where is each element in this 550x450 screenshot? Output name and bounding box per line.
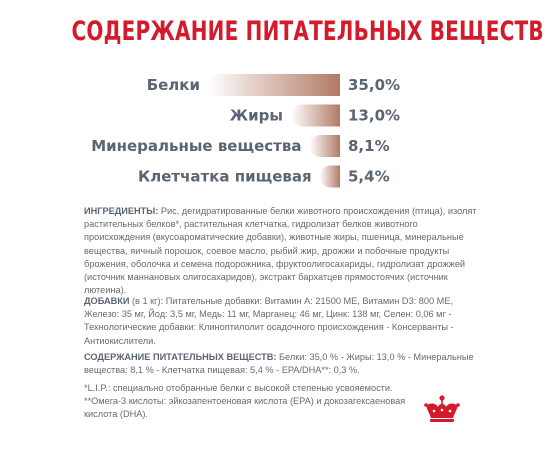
ingredients-text: Рис, дегидратированные белки животного п… bbox=[84, 206, 477, 296]
category-label-1: Жиры bbox=[230, 107, 283, 125]
additives-section: ДОБАВКИ (в 1 кг): Питательные добавки: В… bbox=[84, 295, 484, 348]
category-label-3: Клетчатка пищевая bbox=[138, 168, 312, 186]
bar-0 bbox=[208, 74, 340, 96]
additives-unit: (в 1 кг): bbox=[132, 296, 164, 306]
ingredients-section: ИНГРЕДИЕНТЫ: Рис, дегидратированные белк… bbox=[84, 205, 484, 297]
nutrient-bar-chart: Белки 35,0% Жиры 13,0% Минеральные вещества 8… bbox=[91, 74, 400, 188]
category-label-0: Белки bbox=[147, 76, 200, 94]
additives-text: Питательные добавки: Витамин A: 21500 МЕ… bbox=[84, 296, 454, 346]
value-label-0: 35,0% bbox=[348, 76, 400, 94]
royal-crown-icon bbox=[424, 395, 460, 422]
value-label-2: 8,1% bbox=[348, 137, 390, 155]
nutrients-section: СОДЕРЖАНИЕ ПИТАТЕЛЬНЫХ ВЕЩЕСТВ: Белки: 3… bbox=[84, 351, 484, 377]
value-label-1: 13,0% bbox=[348, 107, 400, 125]
bar-3 bbox=[319, 165, 340, 188]
nutrients-heading: СОДЕРЖАНИЕ ПИТАТЕЛЬНЫХ ВЕЩЕСТВ: bbox=[84, 352, 277, 362]
value-label-3: 5,4% bbox=[348, 168, 390, 186]
bar-1 bbox=[290, 104, 340, 127]
ingredients-heading: ИНГРЕДИЕНТЫ: bbox=[84, 206, 159, 216]
footnotes-section: *L.I.P.: специально отобранные белки с в… bbox=[84, 382, 424, 422]
nutrients-text: Белки: 35,0 % - Жиры: 13,0 % - Минеральн… bbox=[84, 352, 474, 376]
page-title: СОДЕРЖАНИЕ ПИТАТЕЛЬНЫХ ВЕЩЕСТВ bbox=[71, 16, 544, 47]
category-label-2: Минеральные вещества bbox=[91, 137, 301, 155]
footnote-lip: *L.I.P.: специально отобранные белки с в… bbox=[84, 383, 393, 393]
additives-heading: ДОБАВКИ bbox=[84, 296, 130, 306]
footnote-omega: **Омега-3 кислоты: эйкозапентоеновая кис… bbox=[84, 396, 406, 420]
bar-2 bbox=[309, 135, 340, 157]
